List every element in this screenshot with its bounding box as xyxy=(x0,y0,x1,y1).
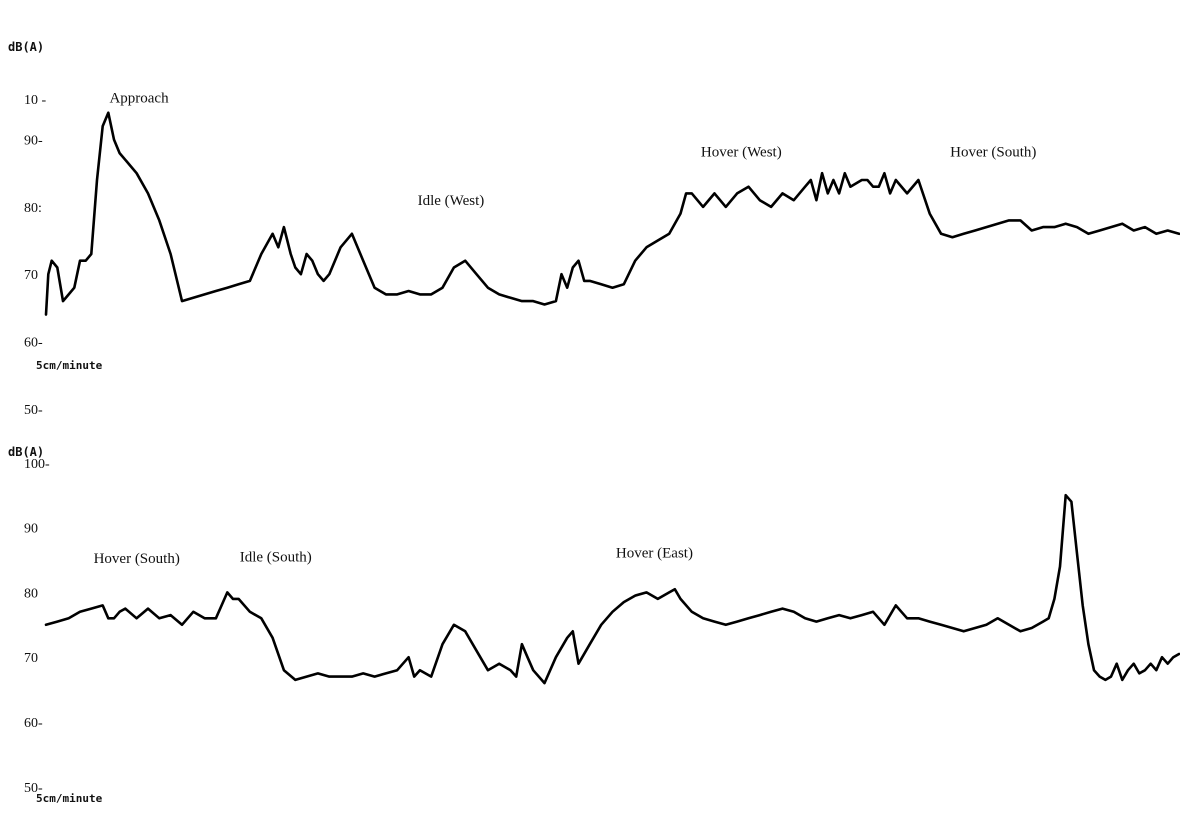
y-tick-label: 50- xyxy=(24,403,43,418)
event-annotation: Hover (South) xyxy=(950,144,1036,160)
y-tick-label: 80 xyxy=(24,586,38,601)
y-tick-label: 70 xyxy=(24,268,38,283)
chart-speed-label: 5cm/minute xyxy=(36,792,103,805)
y-tick-label: 90- xyxy=(24,134,43,149)
y-tick-label: 100- xyxy=(24,457,50,472)
noise-trace-line xyxy=(44,493,1180,685)
y-tick-label: 70 xyxy=(24,651,38,666)
event-annotation: Idle (West) xyxy=(418,193,485,209)
event-annotation: Hover (West) xyxy=(701,144,782,160)
y-tick-label: 90 xyxy=(24,522,38,537)
chart-speed-label: 5cm/minute xyxy=(36,359,103,372)
event-annotation: Idle (South) xyxy=(240,549,312,565)
noise-trace-line xyxy=(44,111,1180,316)
y-tick-label: 60- xyxy=(24,716,43,731)
event-annotation: Hover (East) xyxy=(616,545,693,561)
y-tick-label: 80: xyxy=(24,201,42,216)
event-annotation: Approach xyxy=(109,91,169,107)
y-tick-label: 10 - xyxy=(24,93,47,108)
y-axis-label: dB(A) xyxy=(8,40,44,54)
event-annotation: Hover (South) xyxy=(94,551,180,567)
y-tick-label: 50- xyxy=(24,781,43,796)
y-axis-label: dB(A) xyxy=(8,445,44,459)
y-tick-label: 60- xyxy=(24,336,43,351)
